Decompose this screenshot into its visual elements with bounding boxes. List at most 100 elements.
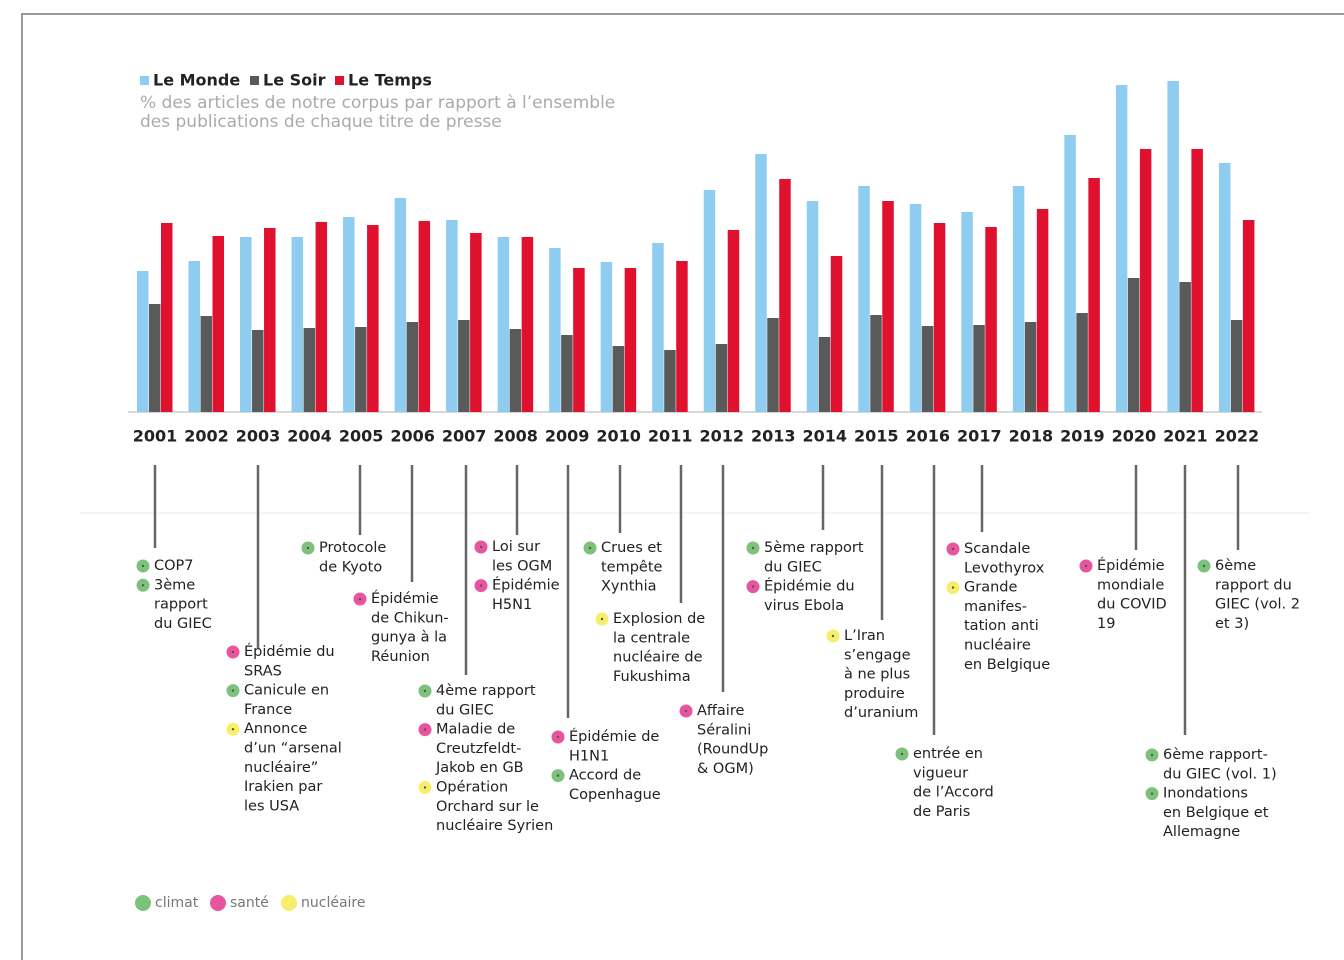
- x-tick-label: 2020: [1112, 427, 1157, 446]
- bar: [573, 268, 585, 412]
- bar: [624, 268, 637, 412]
- event-dot-center: [556, 735, 560, 739]
- x-tick-label: 2009: [545, 427, 590, 446]
- x-tick-label: 2015: [854, 427, 899, 446]
- event-dot-center: [831, 634, 835, 638]
- bar: [1218, 163, 1231, 412]
- event-dot-center: [751, 585, 755, 588]
- x-tick-label: 2001: [133, 427, 178, 446]
- x-tick-label: 2019: [1060, 427, 1105, 446]
- bar: [1139, 149, 1152, 412]
- bar: [818, 337, 831, 412]
- event-text: manifes-: [964, 599, 1027, 615]
- x-tick-label: 2021: [1163, 427, 1208, 446]
- bar: [961, 212, 973, 412]
- bar: [779, 179, 791, 412]
- bar: [264, 228, 276, 412]
- event-text: Irakien par: [244, 779, 322, 795]
- event-text: H5N1: [492, 597, 532, 613]
- event-text: Inondations: [1163, 786, 1248, 802]
- event-text: rapport: [154, 597, 208, 613]
- event-text: de Kyoto: [319, 559, 382, 575]
- event-text: de Chikun-: [371, 610, 449, 626]
- category-label: nucléaire: [301, 895, 365, 911]
- event-text: s’engage: [844, 647, 911, 663]
- event-text: Xynthia: [601, 579, 657, 595]
- event-text: 19: [1097, 616, 1115, 632]
- event-dot-center: [423, 689, 427, 693]
- event-text: gunya à la: [371, 630, 447, 646]
- event-text: nucléaire”: [244, 760, 318, 776]
- bar: [240, 237, 252, 412]
- event-text: France: [244, 702, 292, 718]
- event-dot-center: [479, 584, 483, 587]
- event-dot-center: [556, 774, 560, 777]
- event-text: Grande: [964, 580, 1017, 596]
- event-dot-center: [751, 546, 755, 550]
- event-text: du GIEC: [154, 616, 212, 632]
- bar: [933, 223, 946, 412]
- event-text: Opération: [436, 780, 508, 796]
- category-label: climat: [155, 895, 199, 911]
- bar: [664, 350, 676, 412]
- bar: [612, 346, 625, 412]
- x-tick-label: 2012: [699, 427, 744, 446]
- event-text: nucléaire: [964, 638, 1031, 654]
- event-dot-center: [358, 597, 362, 601]
- bar: [252, 330, 264, 412]
- bar: [470, 233, 482, 412]
- frame: [21, 13, 1344, 960]
- event-text: du GIEC (vol. 1): [1163, 766, 1277, 782]
- bar: [549, 248, 561, 412]
- x-tick-label: 2008: [493, 427, 538, 446]
- bar: [715, 344, 728, 412]
- bar: [921, 326, 934, 412]
- bar: [137, 271, 149, 412]
- bar: [767, 318, 779, 412]
- bar: [1064, 135, 1076, 412]
- event-dot-center: [588, 546, 592, 550]
- bar: [418, 221, 431, 412]
- bar: [561, 335, 573, 412]
- event-text: la centrale: [613, 630, 690, 646]
- event-dot-center: [951, 547, 955, 551]
- bar: [1036, 209, 1049, 412]
- event-text: Explosion de: [613, 611, 705, 627]
- event-text: Épidémie du: [764, 578, 855, 595]
- event-dot-center: [306, 546, 310, 550]
- category-swatch: [281, 895, 297, 911]
- event-text: Séralini: [697, 722, 751, 738]
- event-text: Levothyrox: [964, 560, 1045, 576]
- event-dot-center: [1150, 753, 1154, 757]
- event-dot-center: [423, 786, 427, 789]
- legend-label: Le Temps: [348, 71, 432, 90]
- bar: [858, 186, 870, 412]
- x-tick-label: 2007: [442, 427, 487, 446]
- category-label: santé: [230, 895, 269, 911]
- legend-swatch: [250, 76, 259, 85]
- event-text: GIEC (vol. 2: [1215, 597, 1300, 613]
- bar: [188, 261, 201, 412]
- legend-label: Le Soir: [263, 71, 326, 90]
- event-text: virus Ebola: [764, 598, 844, 614]
- event-text: en Belgique et: [1163, 805, 1269, 821]
- event-text: SRAS: [244, 663, 282, 679]
- subtitle: des publications de chaque titre de pres…: [140, 112, 502, 132]
- event-text: Accord de: [569, 768, 641, 784]
- event-text: Canicule en: [244, 683, 329, 699]
- event-text: les USA: [244, 798, 299, 814]
- bar: [1242, 220, 1255, 412]
- legend-swatch: [140, 76, 149, 85]
- legend-label: Le Monde: [153, 71, 240, 90]
- bar: [161, 223, 173, 412]
- bar: [909, 204, 922, 412]
- bar: [406, 322, 419, 412]
- x-tick-label: 2016: [906, 427, 951, 446]
- x-tick-label: 2010: [596, 427, 641, 446]
- event-text: du COVID: [1097, 597, 1167, 613]
- bar: [652, 243, 664, 412]
- event-dot-center: [1084, 564, 1088, 568]
- event-text: les OGM: [492, 558, 552, 574]
- event-text: Crues et: [601, 540, 662, 556]
- bar: [1127, 278, 1140, 412]
